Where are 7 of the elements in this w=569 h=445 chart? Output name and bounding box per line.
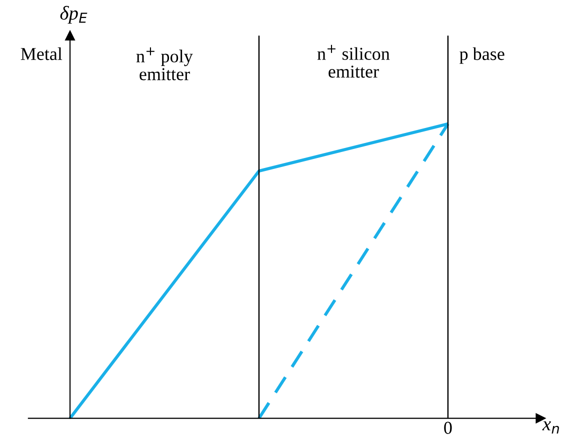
text: n$^{+}$ silicon emitter xyxy=(317,44,390,78)
text: p base xyxy=(460,47,504,64)
text: 0 xyxy=(444,422,452,434)
text: δp$_{E}$ xyxy=(60,6,88,24)
text: n$^{+}$ poly emitter xyxy=(136,47,193,80)
x-axis-title: x$_{n}$ xyxy=(542,421,559,434)
text: Metal xyxy=(20,47,62,60)
